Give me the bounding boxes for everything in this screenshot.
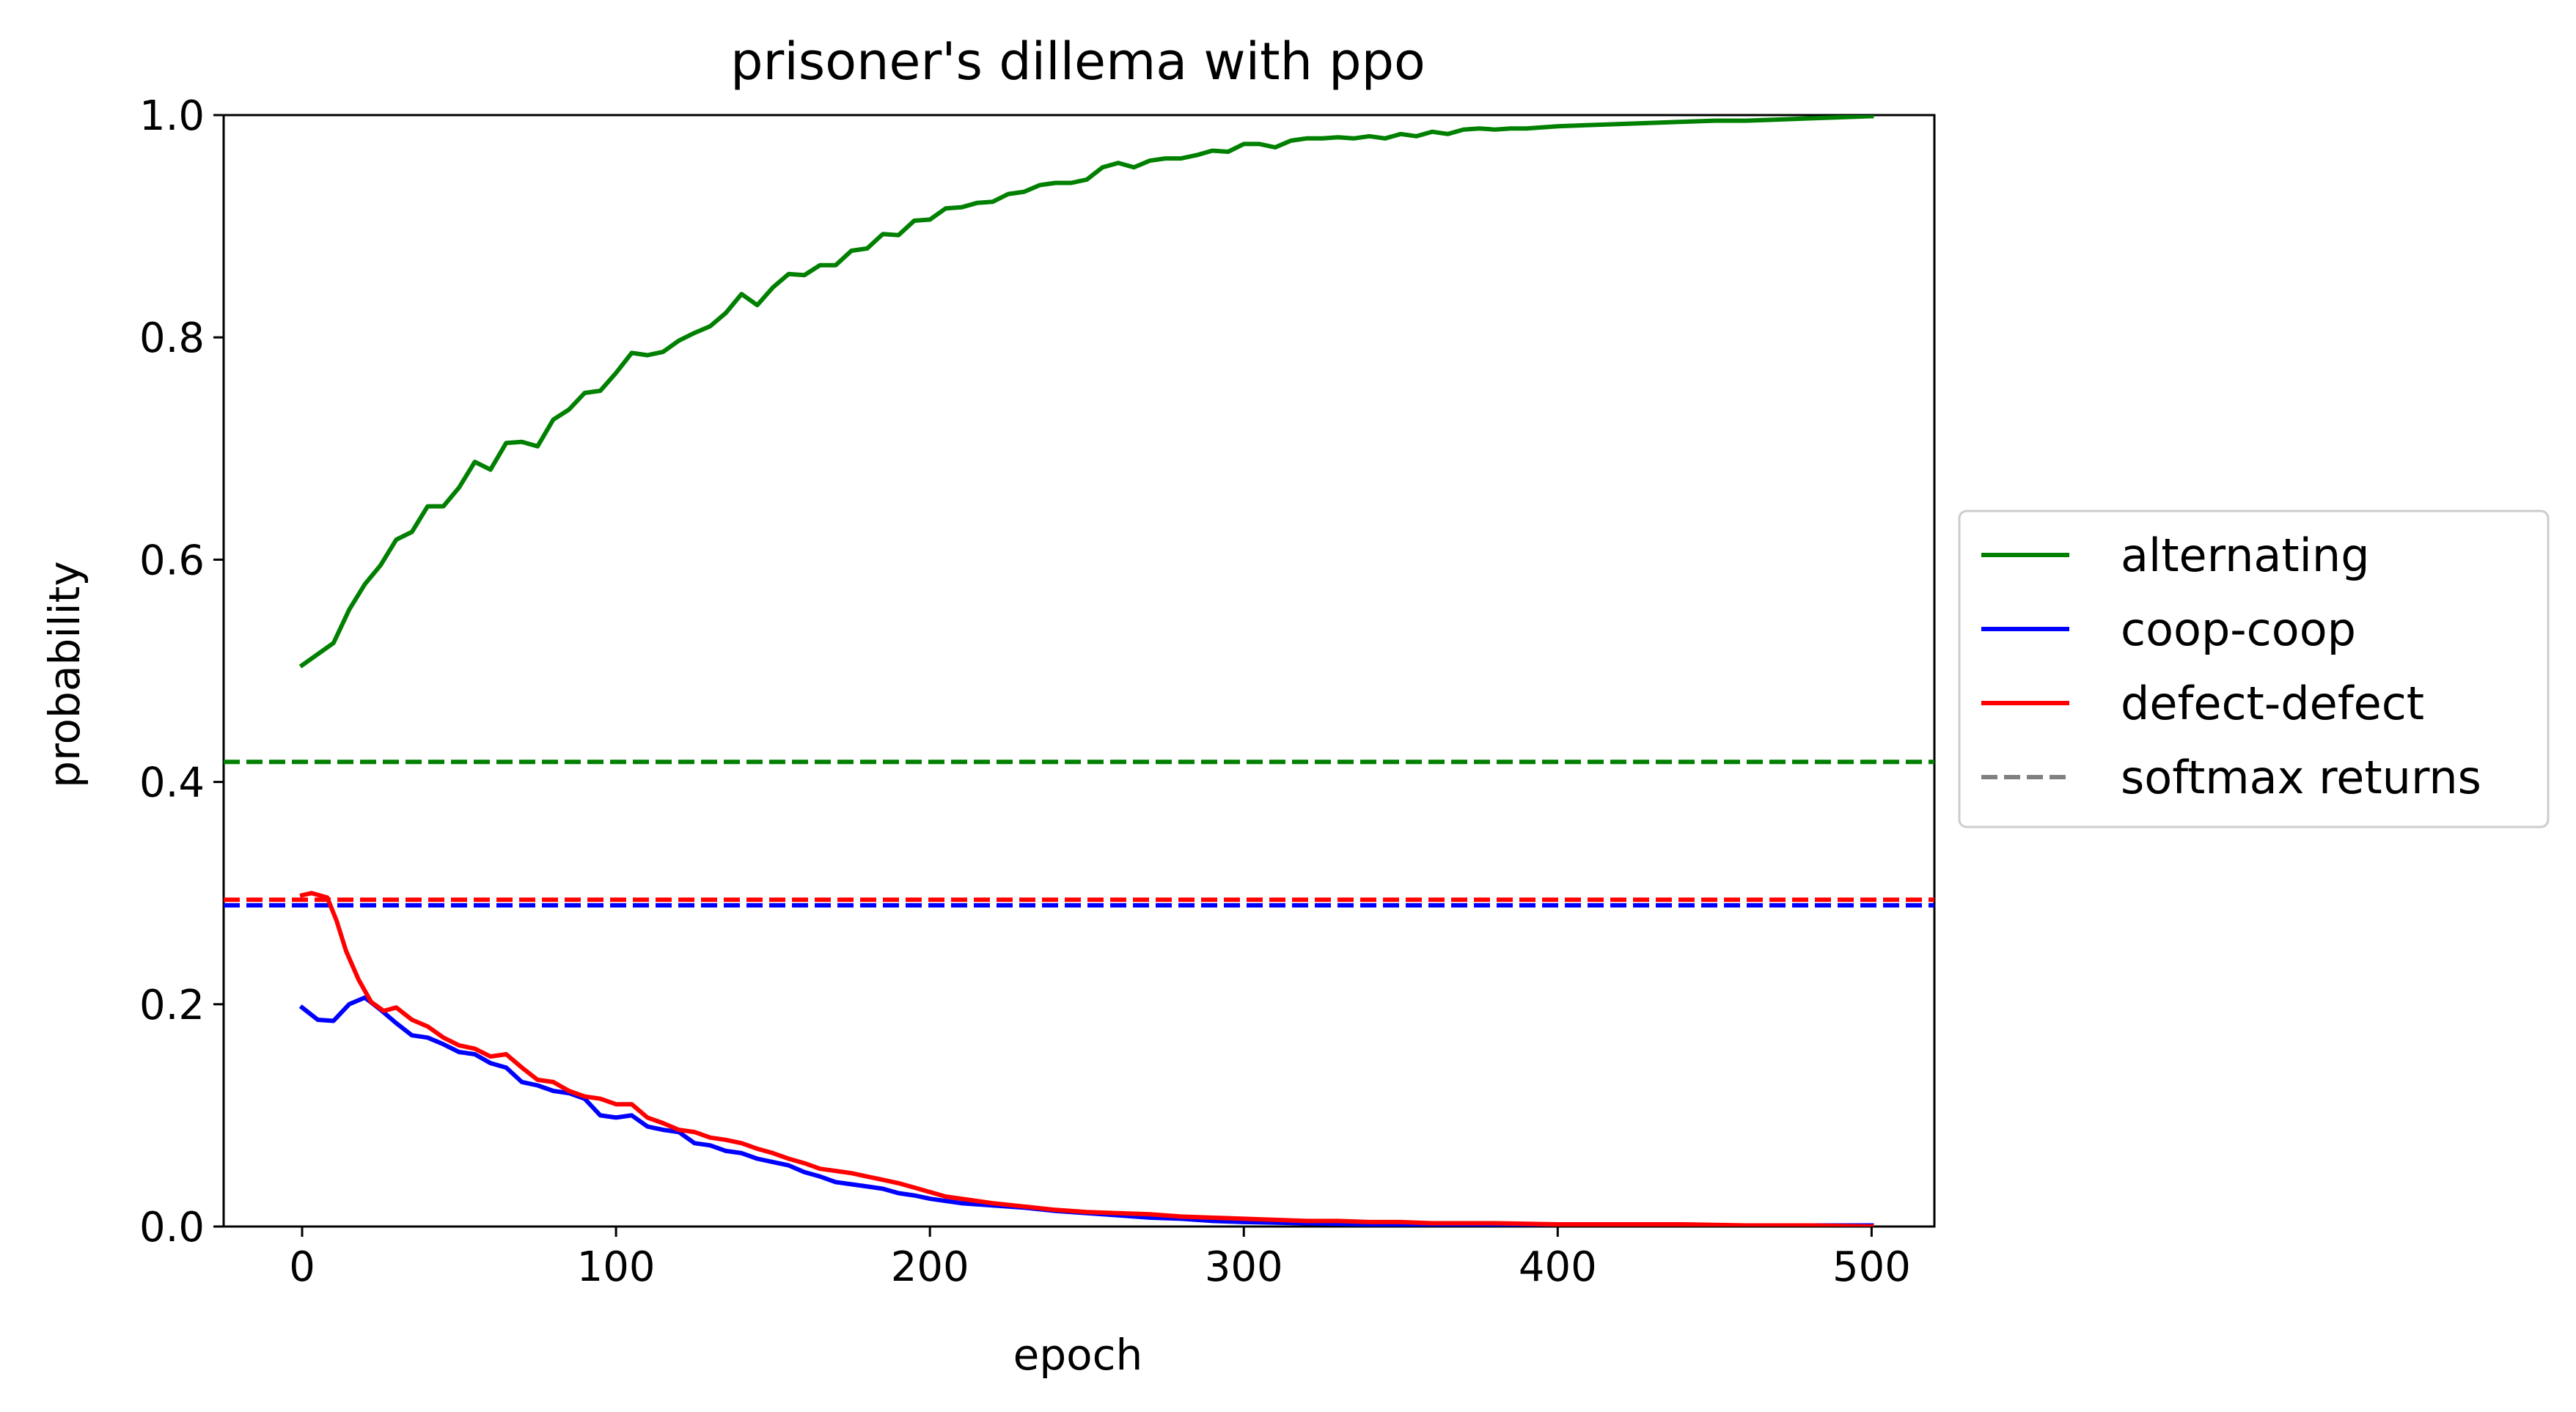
x-tick-label: 200	[891, 1243, 969, 1291]
chart-title: prisoner's dillema with ppo	[730, 32, 1425, 92]
y-tick-label: 1.0	[139, 92, 205, 140]
plot-frame	[222, 114, 1936, 1228]
y-tick-label: 0.8	[139, 315, 205, 362]
legend-label: softmax returns	[2121, 751, 2481, 804]
series-line-alternating	[298, 115, 1874, 669]
x-tick-label: 100	[577, 1243, 656, 1291]
plot-data	[224, 115, 1934, 1227]
legend-frame	[1958, 510, 2550, 828]
y-tick-label: 0.4	[139, 760, 205, 807]
series-line-defect-defect	[299, 891, 1874, 1227]
x-tick-label: 300	[1205, 1243, 1283, 1291]
y-tick-label: 0.6	[139, 537, 205, 584]
x-tick-label: 400	[1519, 1243, 1597, 1291]
legend: alternating coop-coop defect-defect softmax…	[1958, 510, 2550, 828]
x-tick-label: 500	[1832, 1243, 1911, 1291]
legend-label: defect-defect	[2121, 677, 2424, 730]
series-line-coop-coop	[298, 995, 1874, 1227]
x-tick-label: 0	[289, 1243, 315, 1291]
x-axis-label: epoch	[1013, 1330, 1143, 1380]
plot-area: 0 100 200 300 400 500 0.0 0.2 0.4 0.6 0.8 1.0	[139, 92, 1936, 1291]
y-axis-label: probability	[40, 561, 89, 787]
legend-label: alternating	[2121, 529, 2370, 582]
y-tick-label: 0.0	[139, 1204, 205, 1251]
legend-label: coop-coop	[2121, 603, 2356, 656]
y-tick-label: 0.2	[139, 982, 205, 1029]
